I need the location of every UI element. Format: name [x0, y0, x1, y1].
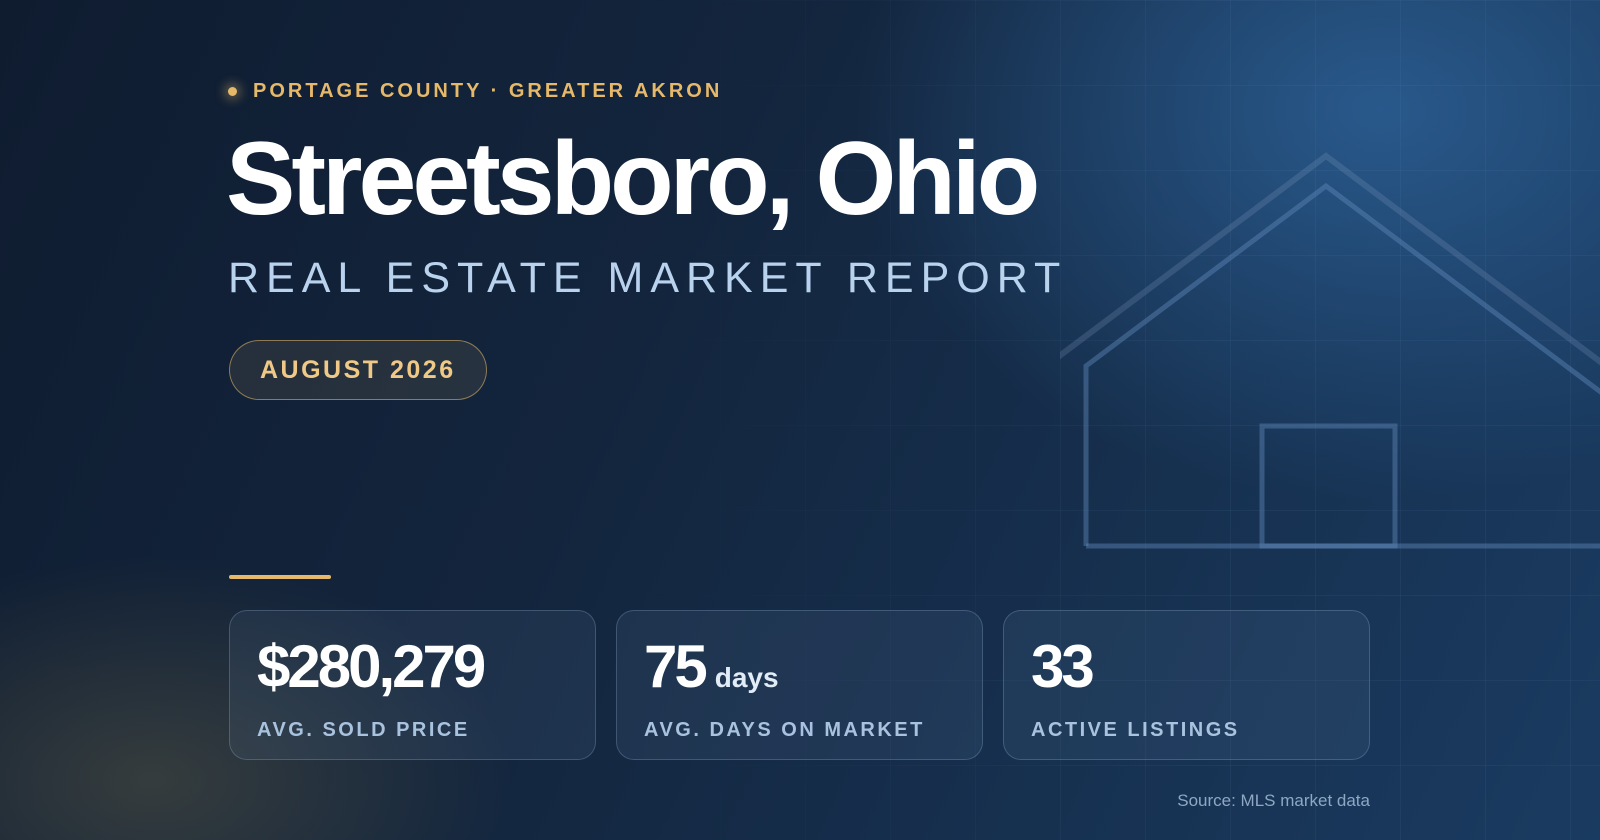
stat-label: ACTIVE LISTINGS: [1031, 719, 1240, 741]
source-note: Source: MLS market data: [1177, 791, 1370, 810]
stat-unit: days: [714, 662, 779, 693]
stat-number: $280,279: [257, 633, 486, 700]
page-title: Streetsboro, Ohio: [226, 121, 1040, 237]
stat-card-avg-sold-price: $280,279 AVG. SOLD PRICE: [229, 610, 596, 760]
stat-number: 75: [644, 633, 708, 700]
stat-card-avg-days-on-market: 75 days AVG. DAYS ON MARKET: [616, 610, 983, 760]
bullet-dot-icon: [228, 87, 237, 96]
date-badge-label: AUGUST 2026: [260, 355, 456, 384]
report-subtitle: REAL ESTATE MARKET REPORT: [228, 254, 1068, 302]
date-badge: AUGUST 2026: [229, 340, 487, 400]
stat-value: $280,279: [257, 637, 568, 697]
accent-divider: [229, 575, 331, 579]
stat-label: AVG. SOLD PRICE: [257, 719, 470, 741]
stat-number: 33: [1031, 633, 1095, 700]
location-eyebrow: PORTAGE COUNTY · GREATER AKRON: [228, 80, 722, 103]
house-outline-icon: [1060, 152, 1600, 549]
stat-label: AVG. DAYS ON MARKET: [644, 719, 925, 741]
stat-value: 75 days: [644, 637, 955, 697]
location-label: PORTAGE COUNTY · GREATER AKRON: [253, 80, 723, 102]
stat-value: 33: [1031, 637, 1342, 697]
stat-card-active-listings: 33 ACTIVE LISTINGS: [1003, 610, 1370, 760]
